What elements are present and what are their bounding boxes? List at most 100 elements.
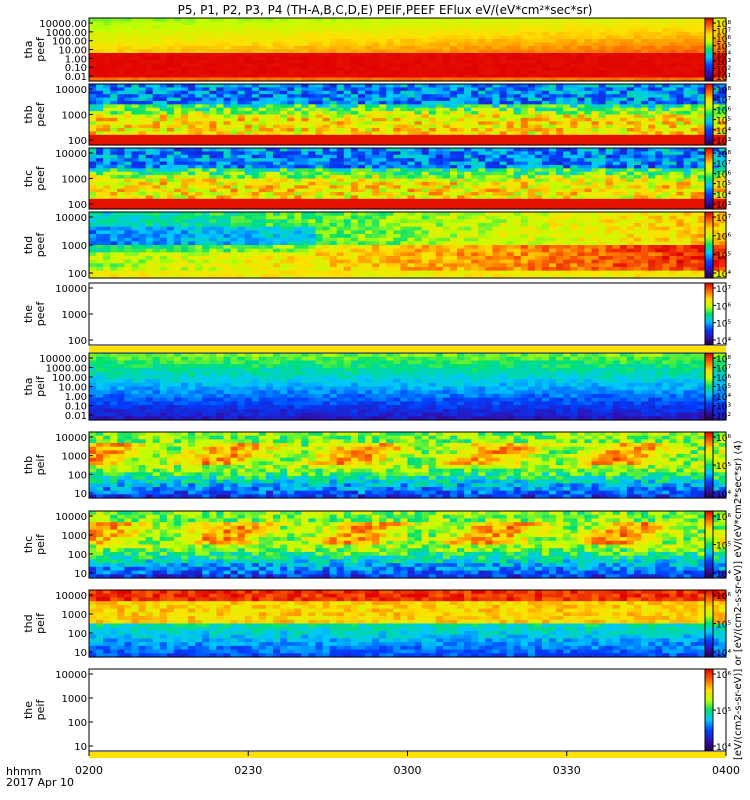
- spectrogram-cell: [251, 18, 260, 23]
- spectrogram-cell: [131, 39, 140, 44]
- spectrogram-cell: [166, 117, 175, 122]
- spectrogram-cell: [471, 39, 479, 44]
- spectrogram-cell: [478, 138, 486, 143]
- spectrogram-cell: [365, 53, 373, 58]
- spectrogram-cell: [336, 70, 345, 75]
- spectrogram-cell: [131, 25, 140, 30]
- spectrogram-cell: [152, 32, 161, 37]
- spectrogram-cell: [350, 70, 359, 75]
- spectrogram-cell: [683, 128, 692, 133]
- spectrogram-cell: [230, 138, 239, 143]
- spectrogram-cell: [131, 134, 140, 139]
- spectrogram-cell: [400, 205, 409, 210]
- spectrogram-cell: [216, 185, 225, 190]
- spectrogram-cell: [513, 84, 522, 88]
- spectrogram-cell: [365, 77, 373, 82]
- spectrogram-cell: [315, 39, 324, 44]
- spectrogram-cell: [379, 121, 387, 126]
- spectrogram-cell: [619, 104, 628, 109]
- spectrogram-cell: [492, 90, 501, 95]
- spectrogram-cell: [195, 49, 203, 54]
- spectrogram-cell: [230, 74, 239, 79]
- spectrogram-cell: [379, 21, 387, 26]
- spectrogram-cell: [400, 49, 409, 54]
- spectrogram-cell: [428, 178, 437, 183]
- spectrogram-cell: [96, 42, 104, 47]
- spectrogram-cell: [230, 56, 239, 61]
- spectrogram-cell: [379, 195, 387, 200]
- spectrogram-cell: [237, 97, 246, 102]
- spectrogram-cell: [188, 100, 196, 105]
- spectrogram-cell: [159, 158, 168, 163]
- spectrogram-cell: [308, 141, 317, 146]
- spectrogram-cell: [379, 84, 387, 88]
- spectrogram-cell: [577, 77, 586, 82]
- spectrogram-cell: [117, 39, 125, 44]
- spectrogram-cell: [626, 84, 635, 88]
- spectrogram-cell: [527, 107, 536, 112]
- spectrogram-cell: [173, 171, 182, 176]
- spectrogram-cell: [584, 63, 593, 68]
- spectrogram-cell: [584, 84, 593, 88]
- spectrogram-cell: [195, 134, 203, 139]
- spectrogram-cell: [365, 121, 373, 126]
- spectrogram-cell: [619, 141, 628, 146]
- spectrogram-cell: [697, 32, 706, 37]
- spectrogram-cell: [442, 32, 451, 37]
- spectrogram-cell: [506, 154, 515, 159]
- spectrogram-cell: [117, 154, 125, 159]
- spectrogram-cell: [287, 195, 295, 200]
- spectrogram-cell: [145, 185, 154, 190]
- spectrogram-cell: [400, 39, 409, 44]
- spectrogram-cell: [492, 151, 501, 156]
- spectrogram-cell: [605, 35, 614, 40]
- spectrogram-cell: [365, 97, 373, 102]
- spectrogram-cell: [294, 121, 302, 126]
- spectrogram-cell: [414, 100, 423, 105]
- spectrogram-cell: [223, 42, 232, 47]
- spectrogram-cell: [386, 100, 394, 105]
- spectrogram-cell: [549, 32, 557, 37]
- spectrogram-cell: [718, 114, 727, 119]
- spectrogram-cell: [690, 32, 699, 37]
- spectrogram-cell: [563, 46, 571, 51]
- spectrogram-cell: [315, 205, 324, 210]
- spectrogram-cell: [442, 111, 451, 116]
- spectrogram-cell: [188, 148, 196, 152]
- spectrogram-cell: [131, 60, 140, 65]
- spectrogram-cell: [506, 175, 515, 180]
- spectrogram-cell: [513, 39, 522, 44]
- spectrogram-cell: [676, 141, 685, 146]
- spectrogram-cell: [718, 39, 727, 44]
- spectrogram-cell: [393, 138, 402, 143]
- spectrogram-cell: [386, 25, 394, 30]
- spectrogram-cell: [584, 53, 593, 58]
- spectrogram-cell: [485, 181, 494, 186]
- spectrogram-cell: [357, 158, 366, 163]
- spectrogram-cell: [527, 46, 536, 51]
- colorbar-tick-label: 10⁴: [716, 191, 731, 201]
- spectrogram-cell: [173, 107, 182, 112]
- spectrogram-cell: [244, 192, 253, 197]
- spectrogram-cell: [145, 151, 154, 156]
- spectrogram-cell: [89, 94, 97, 99]
- spectrogram-cell: [449, 35, 458, 40]
- spectrogram-cell: [308, 124, 317, 129]
- spectrogram-cell: [506, 124, 515, 129]
- spectrogram-cell: [492, 175, 501, 180]
- spectrogram-cell: [541, 138, 550, 143]
- spectrogram-cell: [237, 124, 246, 129]
- spectrogram-cell: [591, 114, 600, 119]
- spectrogram-cell: [343, 168, 352, 173]
- spectrogram-cell: [591, 131, 600, 136]
- spectrogram-cell: [322, 202, 331, 207]
- spectrogram-cell: [478, 192, 486, 197]
- spectrogram-cell: [485, 198, 494, 203]
- spectrogram-cell: [372, 151, 380, 156]
- spectrogram-cell: [633, 100, 642, 105]
- spectrogram-cell: [669, 141, 678, 146]
- spectrogram-cell: [202, 70, 210, 75]
- spectrogram-cell: [223, 25, 232, 30]
- spectrogram-cell: [202, 67, 210, 72]
- spectrogram-cell: [131, 84, 140, 88]
